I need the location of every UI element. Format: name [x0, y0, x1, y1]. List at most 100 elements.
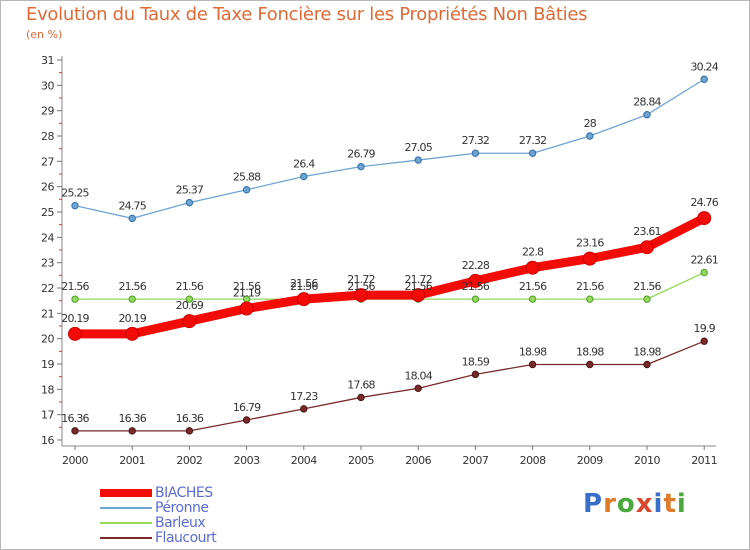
data-label: 26.79 — [347, 148, 375, 161]
x-tick-label: 2002 — [176, 454, 202, 467]
data-point — [71, 201, 79, 210]
data-point — [471, 370, 480, 379]
data-point — [582, 251, 597, 266]
legend-label: Barleux — [155, 515, 206, 531]
series-line-biaches — [75, 214, 707, 339]
data-point — [71, 427, 79, 435]
data-point — [700, 268, 708, 277]
y-tick-label: 31 — [41, 54, 54, 67]
data-point — [128, 214, 136, 223]
data-label: 16.36 — [118, 412, 146, 425]
data-point — [471, 149, 480, 157]
proxiti-logo: Proxiti — [583, 489, 687, 519]
y-tick-label: 24 — [41, 231, 54, 244]
data-label: 22.8 — [522, 246, 544, 259]
data-label: 21.56 — [347, 280, 375, 293]
logo-letter: x — [635, 489, 654, 519]
data-label: 21.56 — [61, 280, 89, 293]
logo-letter: r — [603, 489, 617, 519]
data-label: 21.56 — [633, 280, 661, 293]
data-label: 24.76 — [690, 196, 718, 209]
data-label: 21.56 — [290, 277, 318, 290]
data-label: 21.56 — [519, 280, 547, 293]
data-point — [239, 301, 254, 316]
data-label: 24.75 — [118, 199, 146, 212]
legend-swatch — [100, 537, 152, 539]
data-label: 21.56 — [176, 280, 204, 293]
data-label: 18.59 — [462, 355, 490, 368]
data-label: 20.19 — [118, 312, 146, 325]
logo-letter: o — [616, 489, 636, 519]
data-point — [357, 162, 365, 171]
x-tick-label: 2000 — [62, 454, 88, 467]
data-label: 21.19 — [233, 287, 261, 300]
data-label: 28 — [584, 117, 597, 130]
data-point — [586, 295, 594, 303]
data-label: 21.56 — [404, 280, 432, 293]
legend-swatch — [100, 489, 152, 497]
data-point — [525, 260, 540, 275]
y-tick-label: 27 — [41, 155, 54, 168]
data-point — [296, 292, 311, 307]
data-label: 16.36 — [176, 412, 204, 425]
data-point — [185, 427, 194, 435]
data-point — [528, 149, 537, 157]
data-point — [697, 211, 712, 226]
data-label: 16.36 — [61, 412, 89, 425]
data-point — [185, 295, 194, 303]
series-line-péronne — [74, 78, 705, 219]
data-point — [411, 288, 426, 303]
legend-label: Flaucourt — [155, 530, 217, 546]
data-label: 23.61 — [633, 225, 661, 238]
data-label: 22.61 — [690, 254, 718, 267]
chart-title: Evolution du Taux de Taxe Foncière sur l… — [26, 4, 588, 25]
data-point — [128, 295, 136, 303]
data-label: 30.24 — [690, 60, 718, 73]
x-tick-label: 2011 — [691, 454, 717, 467]
data-point — [643, 295, 651, 303]
data-label: 21.72 — [404, 273, 432, 286]
data-point — [468, 273, 483, 288]
data-label: 23.16 — [576, 237, 604, 250]
data-label: 28.84 — [633, 96, 661, 109]
data-label: 19.9 — [694, 322, 716, 335]
data-point — [586, 360, 594, 369]
data-point — [643, 111, 651, 119]
data-point — [300, 172, 308, 181]
y-tick-label: 21 — [41, 307, 54, 320]
data-label: 25.25 — [61, 187, 89, 200]
y-tick-label: 20 — [41, 333, 54, 346]
y-tick-label: 16 — [41, 434, 54, 447]
x-tick-label: 2010 — [634, 454, 660, 467]
logo-letter: i — [676, 489, 687, 519]
series-line-flaucourt — [75, 340, 705, 432]
data-point — [414, 156, 422, 164]
data-label: 22.28 — [462, 259, 490, 272]
y-tick-label: 29 — [41, 105, 54, 118]
data-point — [528, 360, 537, 369]
y-tick-label: 17 — [41, 409, 54, 422]
unit-label: (en %) — [26, 28, 63, 41]
x-tick-label: 2006 — [405, 454, 431, 467]
data-point — [471, 295, 480, 303]
data-point — [242, 186, 251, 194]
data-label: 16.79 — [233, 401, 261, 414]
data-point — [643, 360, 651, 369]
data-point — [185, 198, 194, 207]
data-point — [71, 295, 79, 303]
logo-letter: P — [583, 489, 604, 519]
data-label: 25.37 — [176, 184, 204, 197]
data-label: 17.23 — [290, 390, 318, 403]
legend-swatch — [100, 522, 152, 524]
data-point — [357, 393, 365, 402]
data-label: 27.32 — [462, 134, 490, 147]
data-point — [300, 405, 308, 413]
data-label: 21.56 — [233, 280, 261, 293]
data-point — [640, 240, 654, 255]
y-tick-label: 19 — [41, 358, 54, 371]
x-tick-label: 2007 — [462, 454, 488, 467]
y-tick-label: 26 — [41, 181, 54, 194]
data-label: 27.05 — [404, 141, 432, 154]
